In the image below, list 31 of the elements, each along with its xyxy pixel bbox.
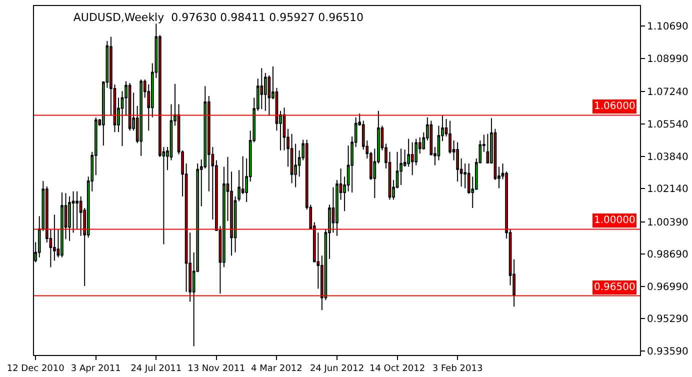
y-tick-label: 1.00390: [647, 217, 688, 228]
candlestick: [60, 192, 64, 258]
x-tick-label: 13 Nov 2011: [188, 364, 246, 374]
y-tick-label: 1.08990: [647, 54, 688, 65]
x-tick-label: 24 Jul 2011: [130, 364, 182, 374]
candlestick: [68, 196, 71, 242]
x-tick-label: 4 Mar 2012: [251, 364, 302, 374]
text: AUDUSD,Weekly 0.97630 0.98411 0.95927 0.96510: [73, 10, 364, 24]
y-tick-label: 0.95290: [647, 314, 688, 326]
x-tick-label: 14 Oct 2012: [369, 364, 426, 374]
y-tick-label: 0.98690: [647, 250, 688, 261]
candlestick: [290, 133, 294, 184]
y-tick-label: 1.03840: [647, 152, 688, 163]
ref-line-label: 0.96500: [594, 282, 636, 293]
y-tick-label: 1.07240: [647, 87, 688, 98]
candlestick: [260, 68, 264, 110]
y-tick-label: 1.02140: [647, 184, 688, 196]
y-tick-label: 1.05540: [647, 119, 688, 130]
candlestick: [410, 142, 414, 176]
y-tick-label: 0.93590: [647, 346, 688, 358]
candlestick: [400, 148, 402, 186]
y-tick-label: 0.96990: [647, 282, 688, 293]
ref-line-label: 1.06000: [594, 101, 636, 112]
y-tick-label: 1.10690: [647, 22, 688, 33]
candlestick: [456, 142, 459, 182]
x-tick-label: 12 Dec 2010: [6, 364, 65, 374]
ref-line-label: 1.00000: [594, 215, 636, 226]
x-tick-label: 3 Apr 2011: [70, 364, 121, 374]
x-tick-label: 3 Feb 2013: [432, 364, 483, 374]
x-tick-label: 24 Jun 2012: [310, 364, 364, 374]
candlestick: [140, 79, 143, 156]
